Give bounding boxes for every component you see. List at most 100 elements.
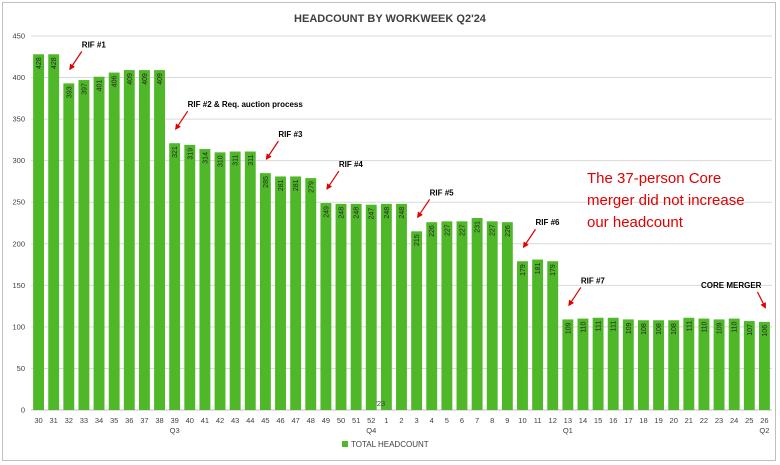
annotation-arrow <box>326 170 340 190</box>
bar-value-label: 110 <box>732 321 739 332</box>
bar-value-label: 311 <box>233 154 240 165</box>
bar <box>244 151 256 410</box>
bar-value-label: 110 <box>580 321 587 332</box>
x-tick-label: 17 <box>624 416 632 425</box>
bar <box>138 70 150 410</box>
annotation-arrow <box>265 140 279 160</box>
bar <box>698 318 710 410</box>
annotation-arrow <box>175 110 189 131</box>
x-tick-label: 26 <box>760 416 768 425</box>
bar <box>653 320 665 410</box>
bar-value-label: 248 <box>339 207 346 219</box>
x-tick-label: 14 <box>579 416 587 425</box>
bar-value-label: 393 <box>66 86 73 98</box>
bar-value-label: 409 <box>157 73 164 85</box>
bar <box>169 143 181 411</box>
bar <box>426 222 438 410</box>
x-tick-label: 42 <box>216 416 224 425</box>
bar <box>305 178 317 410</box>
x-tick-label: 32 <box>65 416 73 425</box>
y-tick-label: 100 <box>12 322 25 331</box>
bar-value-label: 406 <box>112 75 119 87</box>
x-tick-label: 8 <box>490 416 494 425</box>
annotation-arrow <box>756 291 766 309</box>
bar-value-label: 428 <box>51 57 58 69</box>
x-tick-label: 49 <box>322 416 330 425</box>
bar-value-label: 281 <box>278 179 285 191</box>
y-tick-label: 350 <box>12 115 25 124</box>
bar <box>350 203 362 410</box>
x-tick-label: 51 <box>352 416 360 425</box>
x-tick-label: 36 <box>125 416 133 425</box>
legend-label: TOTAL HEADCOUNT <box>351 440 429 449</box>
x-tick-label: 13 <box>564 416 572 425</box>
bar <box>199 149 211 410</box>
bar-value-label: 181 <box>535 262 542 274</box>
bar <box>380 203 392 410</box>
bar-value-label: 279 <box>308 181 315 193</box>
bar-value-label: 397 <box>81 83 88 95</box>
y-tick-label: 400 <box>12 73 25 82</box>
bar <box>275 176 286 410</box>
bar-value-label: 109 <box>717 322 724 334</box>
x-tick-label: 40 <box>186 416 194 425</box>
legend: TOTAL HEADCOUNT <box>342 440 429 449</box>
x-tick-label: 46 <box>276 416 284 425</box>
bar-value-label: 226 <box>505 225 512 237</box>
bar-value-label: 227 <box>444 224 451 236</box>
x-tick-label: 35 <box>110 416 118 425</box>
bar <box>411 231 423 410</box>
bar-value-label: 111 <box>611 321 618 332</box>
bar <box>78 80 90 410</box>
bar <box>501 222 513 410</box>
x-quarter-label: Q3 <box>170 426 180 435</box>
bar-value-label: 107 <box>747 324 754 336</box>
x-tick-label: 31 <box>50 416 58 425</box>
bar-value-label: 311 <box>248 154 255 165</box>
x-tick-label: 3 <box>415 416 419 425</box>
x-tick-label: 11 <box>534 416 542 425</box>
x-tick-label: 39 <box>170 416 178 425</box>
bar-value-label: 111 <box>686 321 693 332</box>
x-tick-label: 20 <box>670 416 678 425</box>
annotation-arrow <box>568 287 582 307</box>
bar <box>320 203 332 410</box>
y-tick-label: 300 <box>12 156 25 165</box>
x-tick-label: 30 <box>34 416 42 425</box>
bar-value-label: 310 <box>218 155 225 167</box>
x-tick-label: 44 <box>246 416 254 425</box>
bar <box>63 83 75 410</box>
headcount-note: our headcount <box>587 214 684 231</box>
annotations: RIF #1 RIF #2 & Req. auction process RIF #… <box>69 40 766 309</box>
x-tick-label: 12 <box>549 416 557 425</box>
bar <box>93 76 105 411</box>
bar-value-label: 281 <box>293 179 300 191</box>
bar <box>607 317 619 410</box>
bar-value-label: 108 <box>671 323 678 335</box>
bar <box>229 151 241 410</box>
annotation-label: CORE MERGER <box>701 281 762 290</box>
y-tick-label: 0 <box>21 406 25 415</box>
chart-title: HEADCOUNT BY WORKWEEK Q2'24 <box>294 13 487 25</box>
x-tick-label: 24 <box>730 416 738 425</box>
bar-value-label: 109 <box>626 322 633 334</box>
x-tick-label: 22 <box>700 416 708 425</box>
bar <box>471 218 483 410</box>
bar <box>638 320 649 410</box>
bar <box>365 204 377 410</box>
y-tick-label: 450 <box>12 32 25 41</box>
y-tick-label: 50 <box>17 364 25 373</box>
year-marker: '23 <box>375 399 385 408</box>
x-tick-label: 15 <box>594 416 602 425</box>
bar-value-label: 231 <box>475 221 482 233</box>
bar <box>108 72 120 411</box>
bar <box>123 70 135 410</box>
bar-series-total-headcount: 4283042831393323973340134406354093640937… <box>33 54 770 435</box>
bar-value-label: 227 <box>490 224 497 236</box>
legend-swatch <box>342 441 348 447</box>
annotation-label: RIF #1 <box>82 40 107 49</box>
bar-value-label: 409 <box>127 73 134 85</box>
x-tick-label: 7 <box>475 416 479 425</box>
annotation-label: RIF #5 <box>430 188 455 197</box>
x-tick-label: 38 <box>155 416 163 425</box>
